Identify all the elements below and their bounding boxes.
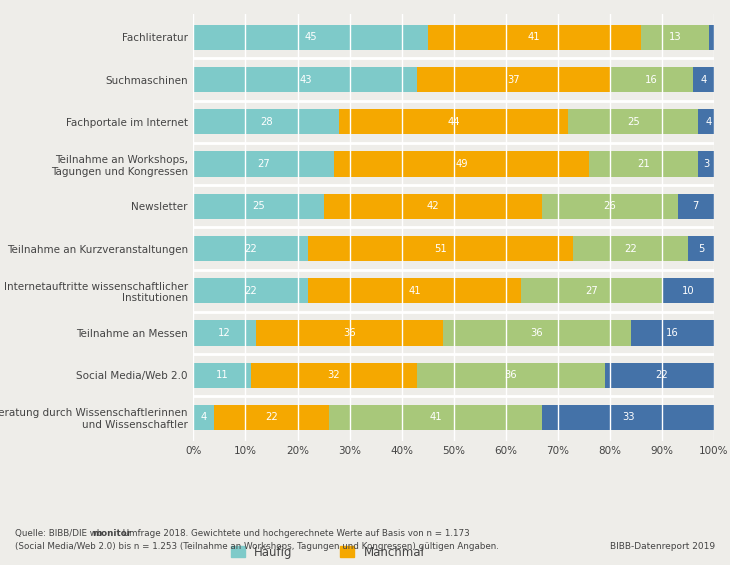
Bar [641,25,709,50]
Bar [193,363,250,388]
Bar [193,67,714,92]
Bar [193,25,428,50]
Text: 41: 41 [528,32,541,42]
Bar [193,67,418,92]
Legend: Häufig, Selten, Manchmal, Nie: Häufig, Selten, Manchmal, Nie [231,546,424,565]
Bar [542,405,714,430]
Text: 22: 22 [624,244,637,254]
Text: 25: 25 [252,201,265,211]
Text: 36: 36 [531,328,543,338]
Bar [193,25,714,50]
Bar [193,109,339,134]
Text: 13: 13 [669,32,681,42]
Text: 33: 33 [622,412,634,423]
Text: 28: 28 [260,117,272,127]
Bar [323,194,542,219]
Bar [256,320,443,346]
Bar [308,278,521,303]
Text: Quelle: BIBB/DIE wb: Quelle: BIBB/DIE wb [15,529,102,538]
Text: 43: 43 [299,75,312,85]
Bar [709,25,714,50]
Text: 10: 10 [682,286,694,295]
Text: 41: 41 [429,412,442,423]
Bar [193,194,714,219]
Text: 27: 27 [585,286,598,295]
Text: 37: 37 [507,75,520,85]
Text: 11: 11 [215,370,228,380]
Text: 49: 49 [456,159,468,169]
Bar [193,151,334,177]
Bar [193,109,714,134]
Text: 16: 16 [666,328,679,338]
Bar [568,109,699,134]
Text: 4: 4 [706,117,712,127]
Bar [193,363,714,388]
Bar [339,109,568,134]
Bar [610,67,693,92]
Bar [677,194,714,219]
Text: 21: 21 [637,159,650,169]
Text: 45: 45 [304,32,317,42]
Bar [193,405,714,430]
Bar [193,194,323,219]
Text: 26: 26 [604,201,616,211]
Bar [699,151,714,177]
Bar [193,236,714,261]
Text: 22: 22 [656,370,668,380]
Text: 36: 36 [504,370,518,380]
Text: 4: 4 [201,412,207,423]
Text: Umfrage 2018. Gewichtete und hochgerechnete Werte auf Basis von n = 1.173: Umfrage 2018. Gewichtete und hochgerechn… [120,529,469,538]
Bar [662,278,714,303]
Text: 51: 51 [434,244,447,254]
Bar [193,151,714,177]
Text: monitor: monitor [92,529,131,538]
Text: 27: 27 [258,159,270,169]
Bar [193,320,714,346]
Bar [250,363,418,388]
Bar [573,236,688,261]
Bar [604,363,719,388]
Text: 12: 12 [218,328,231,338]
Text: 22: 22 [245,286,257,295]
Bar [418,67,610,92]
Bar [215,405,328,430]
Text: 44: 44 [447,117,460,127]
Text: BIBB-Datenreport 2019: BIBB-Datenreport 2019 [610,542,715,551]
Bar [193,278,714,303]
Bar [308,236,573,261]
Bar [542,194,677,219]
Bar [328,405,542,430]
Text: 22: 22 [265,412,278,423]
Bar [521,278,662,303]
Bar [699,109,719,134]
Bar [193,278,308,303]
Bar [428,25,641,50]
Bar [418,363,604,388]
Text: 16: 16 [645,75,658,85]
Text: 22: 22 [245,244,257,254]
Bar [193,405,215,430]
Text: 25: 25 [627,117,639,127]
Text: (Social Media/Web 2.0) bis n = 1.253 (Teilnahme an Workshops, Tagungen und Kongr: (Social Media/Web 2.0) bis n = 1.253 (Te… [15,542,499,551]
Text: 32: 32 [328,370,340,380]
Text: 36: 36 [343,328,356,338]
Text: 5: 5 [698,244,704,254]
Bar [193,236,308,261]
Text: 41: 41 [408,286,421,295]
Text: 3: 3 [703,159,710,169]
Bar [589,151,699,177]
Bar [688,236,714,261]
Bar [334,151,589,177]
Bar [693,67,714,92]
Bar [631,320,714,346]
Bar [193,320,256,346]
Text: 4: 4 [700,75,707,85]
Text: 42: 42 [426,201,439,211]
Bar [443,320,631,346]
Text: 7: 7 [693,201,699,211]
